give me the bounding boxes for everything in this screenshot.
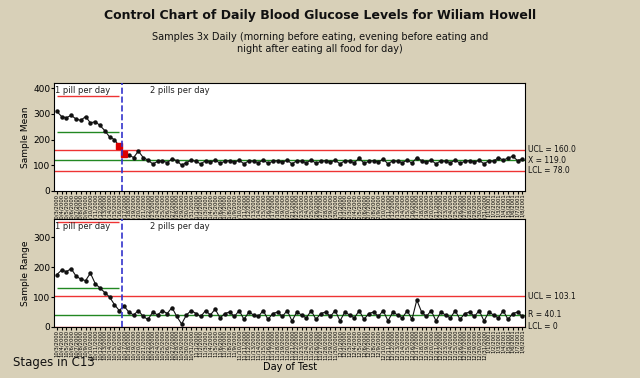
X-axis label: Day of Test: Day of Test <box>262 226 317 235</box>
Y-axis label: Sample Mean: Sample Mean <box>21 106 30 168</box>
Text: Control Chart of Daily Blood Glucose Levels for Wiliam Howell: Control Chart of Daily Blood Glucose Lev… <box>104 9 536 22</box>
X-axis label: Day of Test: Day of Test <box>262 362 317 372</box>
Text: Stages in C13: Stages in C13 <box>13 356 95 369</box>
Text: Samples 3x Daily (morning before eating, evening before eating and
night after e: Samples 3x Daily (morning before eating,… <box>152 32 488 54</box>
Text: X = 119.0: X = 119.0 <box>528 156 566 165</box>
Text: LCL = 78.0: LCL = 78.0 <box>528 166 570 175</box>
Text: 1 pill per day: 1 pill per day <box>54 223 110 231</box>
Text: LCL = 0: LCL = 0 <box>528 322 557 332</box>
Text: R = 40.1: R = 40.1 <box>528 310 561 319</box>
Text: 2 pills per day: 2 pills per day <box>150 223 209 231</box>
Text: UCL = 103.1: UCL = 103.1 <box>528 291 576 301</box>
Y-axis label: Sample Range: Sample Range <box>21 240 30 306</box>
Text: 2 pills per day: 2 pills per day <box>150 87 209 95</box>
Text: 1 pill per day: 1 pill per day <box>54 87 110 95</box>
Text: UCL = 160.0: UCL = 160.0 <box>528 146 576 154</box>
